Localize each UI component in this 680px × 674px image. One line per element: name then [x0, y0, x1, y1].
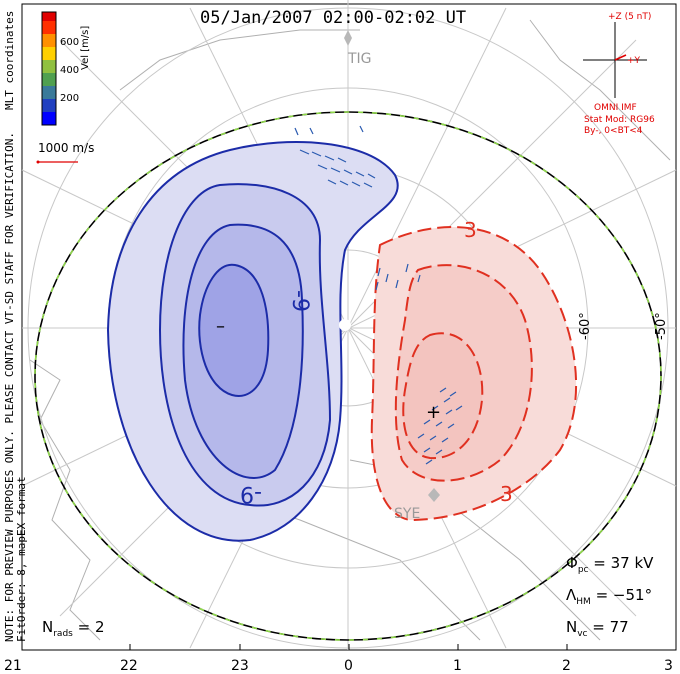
colorbar-tick-200: 200 — [60, 93, 80, 104]
potential-maximum: + — [426, 402, 442, 423]
mlt-tick-22: 22 — [120, 658, 138, 674]
hm-boundary-latitude: ΛHM = −51° — [566, 586, 653, 607]
mlt-tick-21: 21 — [4, 658, 22, 674]
positive-cell — [370, 226, 577, 522]
scale-vector — [36, 160, 78, 164]
colorbar-label: Vel [m/s] — [80, 25, 91, 70]
scale-label: 1000 m/s — [38, 141, 95, 155]
contour-label-neg-1: -9 — [287, 290, 312, 312]
imf-source: OMNI IMF — [594, 103, 637, 113]
page-title: 05/Jan/2007 02:00-02:02 UT — [200, 8, 467, 28]
mlt-tick-23: 23 — [231, 658, 249, 674]
negative-cell — [106, 141, 399, 542]
station-sye: SYE — [394, 506, 421, 522]
imf-by-bt: By-, 0<BT<4 — [584, 126, 643, 136]
velocity-vectors — [294, 125, 463, 465]
imf-y-label: +Y — [627, 56, 641, 66]
colorbar-tick-400: 400 — [60, 65, 80, 76]
vector-count: Nvc = 77 — [566, 618, 629, 639]
imf-z-label: +Z (5 nT) — [608, 12, 652, 22]
potential-minimum: – — [216, 316, 225, 337]
colorbar-tick-600: 600 — [60, 37, 80, 48]
fit-order-note: FitOrder: 8, mapEX format — [15, 476, 28, 642]
station-markers — [344, 30, 440, 502]
mlt-tick-2: 2 — [562, 658, 571, 674]
hm-boundary-dashes — [34, 111, 662, 641]
radar-count: Nrads = 2 — [42, 618, 105, 639]
mlt-tick-0: 0 — [344, 658, 353, 674]
contour-label-pos-1: 3 — [464, 218, 477, 242]
lat-label-50: -50° — [654, 312, 669, 340]
coord-label: MLT coordinates — [3, 10, 16, 110]
contour-label-neg-2: -9 — [240, 481, 262, 506]
contour-label-pos-2: 3 — [500, 482, 513, 506]
mlt-tick-marks — [21, 644, 677, 650]
mlt-tick-1: 1 — [453, 658, 462, 674]
stat-model: Stat Mod: RG96 — [584, 115, 655, 125]
station-tig: TIG — [348, 51, 372, 67]
cross-polar-potential: Φpc = 37 kV — [566, 554, 654, 575]
mlt-tick-3: 3 — [664, 658, 673, 674]
imf-clock — [583, 22, 647, 98]
lat-label-60: -60° — [578, 312, 593, 340]
colorbar — [41, 11, 57, 126]
